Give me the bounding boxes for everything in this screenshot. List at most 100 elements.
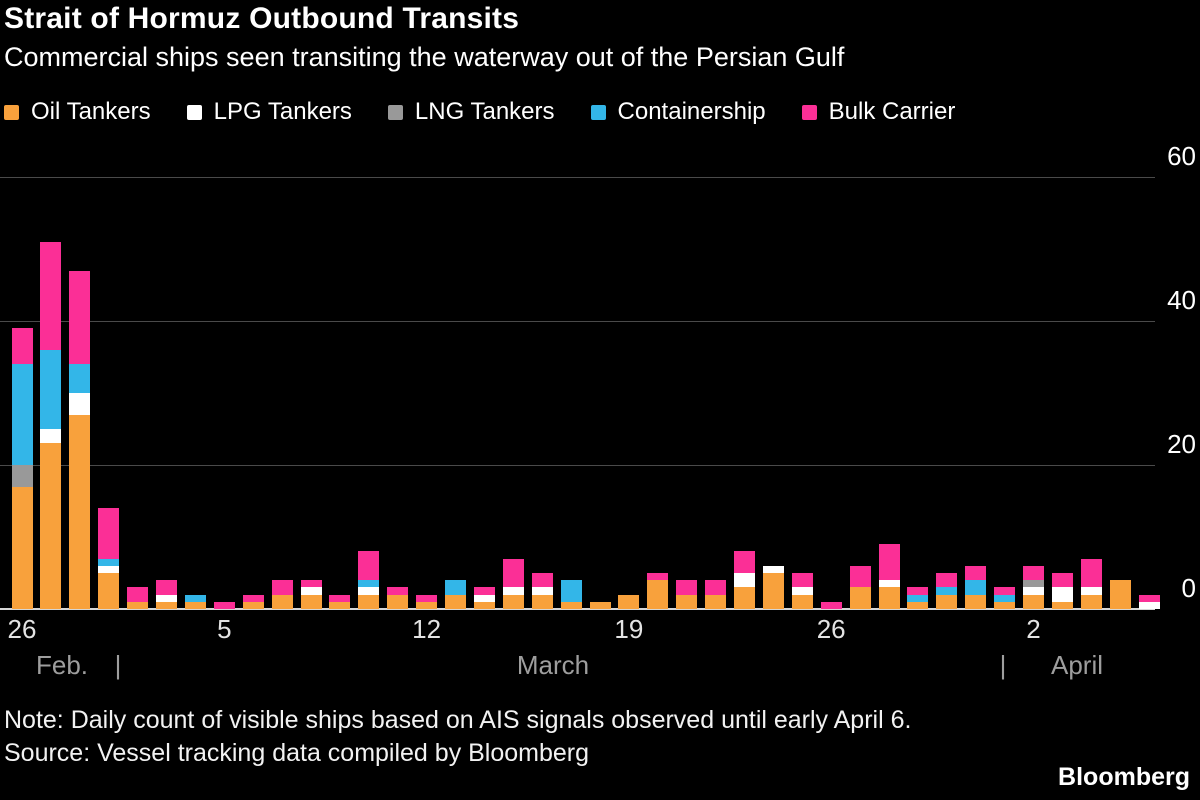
month-separator: | (999, 650, 1007, 680)
bar-mar-27 (849, 565, 871, 609)
bar-segment-oil-tankers (618, 594, 640, 609)
gridline-60 (0, 177, 1155, 178)
bar-segment-oil-tankers (647, 580, 669, 609)
bar-mar-4 (184, 594, 206, 609)
bar-apr-2 (1023, 565, 1044, 609)
bar-mar-15 (502, 558, 524, 609)
bar-feb-28 (69, 270, 91, 609)
bar-segment-lpg-tankers (1138, 601, 1160, 609)
legend-swatch-icon (186, 104, 202, 120)
note-text: Note: Daily count of visible ships based… (4, 706, 912, 734)
bar-mar-7 (271, 580, 293, 609)
bar-segment-containership (445, 580, 466, 595)
bar-segment-oil-tankers (1051, 601, 1073, 609)
month-label-feb: Feb. (35, 650, 89, 680)
bar-segment-containership (69, 364, 91, 394)
bar-mar-10 (358, 551, 380, 609)
legend-label: Oil Tankers (31, 98, 151, 125)
x-axis-ticks: 26 5 12 19 26 2 (0, 614, 1200, 646)
bar-segment-bulk-carrier (213, 601, 235, 609)
bar-segment-lpg-tankers (531, 587, 553, 595)
bar-apr-4 (1080, 558, 1102, 609)
legend-item-bulk-carrier: Bulk Carrier (801, 98, 956, 126)
legend-item-lpg-tankers: LPG Tankers (186, 98, 352, 126)
gridline-20 (0, 465, 1155, 466)
bar-segment-oil-tankers (1023, 594, 1044, 609)
bar-segment-bulk-carrier (156, 580, 177, 595)
bar-segment-containership (965, 580, 987, 595)
chart-subtitle: Commercial ships seen transiting the wat… (4, 42, 845, 72)
bar-segment-lpg-tankers (1051, 587, 1073, 602)
bar-segment-containership (40, 349, 62, 430)
bar-segment-oil-tankers (69, 414, 91, 609)
bar-segment-bulk-carrier (502, 558, 524, 588)
bar-segment-lpg-tankers (1023, 587, 1044, 595)
bar-segment-oil-tankers (965, 594, 987, 609)
bar-segment-lpg-tankers (762, 565, 784, 573)
bar-segment-oil-tankers (762, 573, 784, 609)
legend-label: LNG Tankers (414, 98, 555, 125)
bar-mar-19 (618, 594, 640, 609)
bar-segment-bulk-carrier (358, 551, 380, 581)
bar-segment-containership (11, 364, 33, 466)
bar-segment-bulk-carrier (907, 587, 929, 595)
bar-segment-lpg-tankers (502, 587, 524, 595)
bar-segment-bulk-carrier (705, 580, 727, 595)
bar-segment-oil-tankers (242, 601, 264, 609)
bar-segment-oil-tankers (156, 601, 177, 609)
bar-segment-containership (994, 594, 1016, 602)
y-tick-label-0: 0 (1181, 573, 1196, 603)
bar-segment-oil-tankers (271, 594, 293, 609)
bar-segment-bulk-carrier (127, 587, 149, 602)
bar-segment-bulk-carrier (965, 565, 987, 581)
bar-segment-bulk-carrier (11, 328, 33, 365)
chart-title: Strait of Hormuz Outbound Transits (4, 2, 520, 35)
bar-segment-bulk-carrier (878, 544, 900, 581)
x-tick-label-26: 26 (816, 614, 846, 644)
legend-swatch-icon (801, 104, 817, 120)
legend-item-lng-tankers: LNG Tankers (387, 98, 555, 126)
legend-label: LPG Tankers (213, 98, 352, 125)
bar-mar-30 (936, 573, 958, 609)
bar-segment-bulk-carrier (936, 573, 958, 588)
bar-segment-containership (936, 587, 958, 595)
bar-segment-oil-tankers (1109, 580, 1131, 609)
bar-mar-16 (531, 573, 553, 609)
bar-segment-oil-tankers (473, 601, 495, 609)
bar-mar-29 (907, 587, 929, 609)
month-label-april: April (1050, 650, 1103, 680)
bar-mar-24 (762, 565, 784, 609)
bar-segment-oil-tankers (502, 594, 524, 609)
month-labels: Feb. March April | | (0, 650, 1200, 682)
bar-mar-28 (878, 544, 900, 609)
bar-mar-12 (416, 594, 438, 609)
x-tick-label-19: 19 (614, 614, 644, 644)
bar-mar-5 (213, 601, 235, 609)
bar-segment-bulk-carrier (734, 551, 755, 574)
bar-segment-bulk-carrier (1051, 573, 1073, 588)
legend-swatch-icon (387, 104, 403, 120)
bar-segment-containership (184, 594, 206, 602)
legend-label: Bulk Carrier (828, 98, 956, 125)
bar-mar-6 (242, 594, 264, 609)
x-axis-line (0, 608, 1155, 610)
bar-segment-oil-tankers (531, 594, 553, 609)
bar-apr-3 (1051, 573, 1073, 609)
bar-segment-oil-tankers (791, 594, 813, 609)
bar-segment-oil-tankers (705, 594, 727, 609)
bar-segment-bulk-carrier (329, 594, 351, 602)
bar-segment-oil-tankers (11, 486, 33, 609)
bar-segment-oil-tankers (878, 587, 900, 609)
bar-mar-21 (676, 580, 698, 609)
bar-mar-3 (156, 580, 177, 609)
y-tick-label-40: 40 (1167, 285, 1196, 315)
y-tick-label-60: 60 (1167, 141, 1196, 171)
x-tick-label-5: 5 (217, 614, 232, 644)
legend: Oil Tankers LPG Tankers LNG Tankers Contain… (4, 98, 955, 126)
bar-mar-2 (127, 587, 149, 609)
bar-segment-oil-tankers (358, 594, 380, 609)
legend-item-oil-tankers: Oil Tankers (4, 98, 151, 126)
bar-segment-oil-tankers (849, 587, 871, 609)
bar-apr-1 (994, 587, 1016, 609)
gridline-40 (0, 321, 1155, 322)
